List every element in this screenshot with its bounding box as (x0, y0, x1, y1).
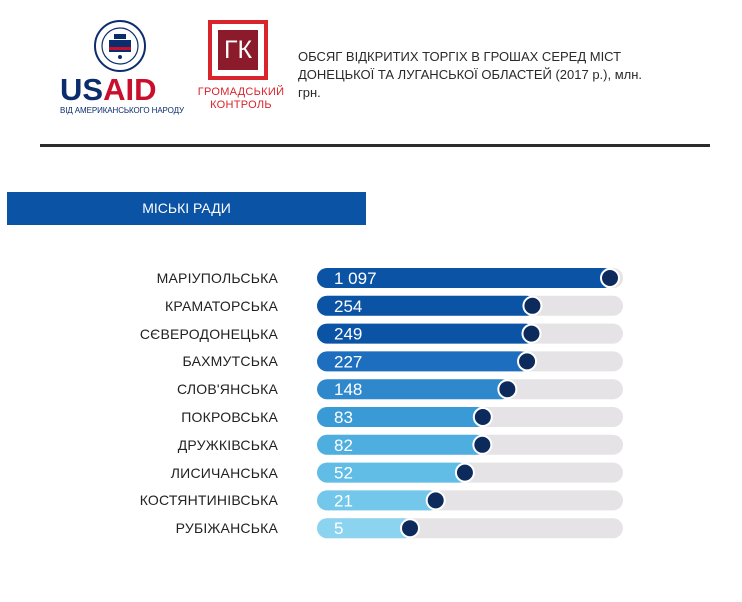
bar-value-label: 52 (334, 464, 353, 483)
bar (317, 434, 487, 455)
bar (317, 351, 532, 372)
bar-end-dot (522, 295, 543, 316)
gk-logo: ГК ГРОМАДСЬКИЙ КОНТРОЛЬ (196, 20, 292, 120)
bar-value-label: 254 (334, 297, 362, 316)
bar-value-label: 82 (334, 436, 353, 455)
usaid-subtitle: ВІД АМЕРИКАНСЬКОГО НАРОДУ (60, 106, 184, 115)
gk-label-line2: КОНТРОЛЬ (210, 99, 272, 111)
chart-title: ОБСЯГ ВІДКРИТИХ ТОРГІХ В ГРОШАХ СЕРЕД МІ… (298, 49, 643, 100)
bar (317, 490, 440, 511)
bar-end-dot (472, 434, 493, 455)
bar-value-label: 83 (334, 408, 353, 427)
category-label: РУБІЖАНСЬКА (175, 520, 278, 537)
category-label: ДРУЖКІВСЬКА (177, 436, 278, 453)
category-label: КОСТЯНТИНІВСЬКА (139, 492, 278, 509)
category-label: ЛИСИЧАНСЬКА (170, 464, 278, 481)
gk-logo-mark: ГК (208, 20, 268, 80)
gk-logo-label: ГРОМАДСЬКИЙ КОНТРОЛЬ (196, 86, 286, 112)
bar-value-label: 1 097 (334, 269, 377, 288)
category-label: КРАМАТОРСЬКА (165, 297, 278, 314)
bar-end-dot (517, 351, 538, 372)
usaid-logo: USAID ВІД АМЕРИКАНСЬКОГО НАРОДУ (56, 20, 186, 120)
bar (317, 407, 487, 427)
bar (317, 323, 536, 344)
section-header: МІСЬКІ РАДИ (7, 192, 366, 225)
bar-value-label: 227 (334, 352, 362, 371)
bar-end-dot (600, 268, 620, 288)
bar-end-dot (454, 462, 475, 483)
category-label: ПОКРОВСЬКА (181, 409, 278, 425)
usaid-wordmark: USAID (60, 72, 157, 107)
category-label: БАХМУТСЬКА (182, 353, 278, 370)
header-divider (40, 144, 710, 147)
category-label: МАРІУПОЛЬСЬКА (156, 270, 278, 286)
bar-end-dot (425, 490, 446, 511)
bar-end-dot (400, 518, 420, 539)
bar-end-dot (497, 379, 518, 400)
category-label: СЄВЕРОДОНЕЦЬКА (139, 325, 278, 342)
gk-label-line1: ГРОМАДСЬКИЙ (197, 86, 285, 98)
bar (317, 379, 512, 400)
gk-mark-text: ГК (218, 30, 258, 70)
bar-value-label: 21 (334, 491, 353, 510)
bar-value-label: 148 (334, 380, 362, 399)
bar (317, 518, 414, 539)
bar-value-label: 5 (334, 519, 343, 538)
bar (317, 462, 469, 483)
bar-end-dot (472, 407, 493, 427)
bar-end-dot (521, 323, 542, 344)
usaid-seal-icon (94, 20, 146, 72)
bar (317, 268, 614, 288)
bar (317, 295, 537, 316)
bar-value-label: 249 (334, 325, 362, 344)
category-label: СЛОВ'ЯНСЬКА (177, 381, 278, 398)
